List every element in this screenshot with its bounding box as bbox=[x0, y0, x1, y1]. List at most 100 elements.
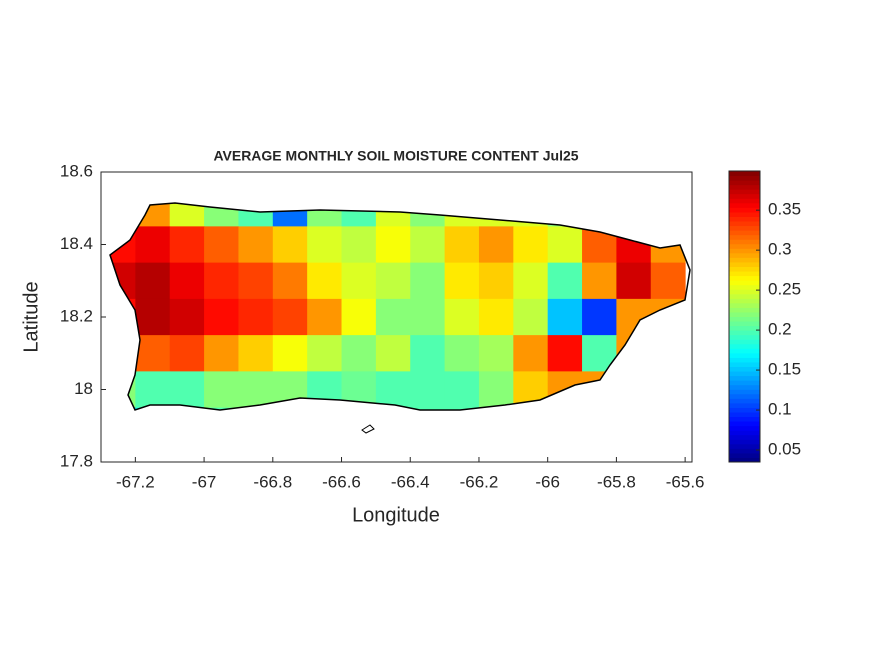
colorbar-swatch bbox=[729, 302, 760, 308]
moisture-cell bbox=[272, 226, 308, 264]
colorbar-swatch bbox=[729, 411, 760, 418]
colorbar-tick-label: 0.25 bbox=[768, 280, 801, 299]
y-tick-label: 18.2 bbox=[60, 306, 93, 325]
colorbar-swatch bbox=[729, 198, 760, 204]
moisture-cell bbox=[444, 262, 480, 300]
moisture-cell bbox=[444, 298, 480, 336]
moisture-cell bbox=[204, 262, 239, 300]
colorbar-swatch bbox=[729, 416, 760, 422]
colorbar-swatch bbox=[729, 239, 760, 245]
moisture-cell bbox=[238, 335, 274, 372]
colorbar-swatch bbox=[729, 234, 760, 240]
colorbar-swatch bbox=[729, 421, 760, 427]
moisture-cell bbox=[135, 226, 171, 264]
colorbar-swatch bbox=[729, 202, 760, 208]
colorbar-swatch bbox=[729, 366, 760, 372]
moisture-cell bbox=[375, 335, 411, 372]
moisture-cell bbox=[204, 298, 239, 336]
colorbar-swatch bbox=[729, 284, 760, 290]
colorbar-swatch bbox=[729, 380, 760, 386]
moisture-cell bbox=[135, 371, 171, 409]
colorbar-tick-label: 0.05 bbox=[768, 439, 801, 458]
colorbar-swatch bbox=[729, 193, 760, 199]
colorbar-swatch bbox=[729, 252, 760, 258]
colorbar-swatch bbox=[729, 271, 760, 277]
colorbar-swatch bbox=[729, 425, 760, 431]
colorbar-swatch bbox=[729, 298, 760, 304]
colorbar-box bbox=[728, 170, 761, 463]
colorbar-swatch bbox=[729, 230, 760, 236]
colorbar-swatch bbox=[729, 280, 760, 286]
colorbar-swatch bbox=[729, 307, 760, 313]
moisture-cell bbox=[650, 262, 686, 300]
colorbar-swatch bbox=[729, 311, 760, 317]
colorbar-swatch bbox=[729, 257, 760, 263]
moisture-cell bbox=[169, 298, 205, 336]
moisture-cell bbox=[410, 335, 446, 372]
colorbar-swatch bbox=[729, 452, 760, 458]
moisture-cell bbox=[341, 226, 377, 264]
colorbar-swatch bbox=[729, 243, 760, 249]
colorbar-swatch bbox=[729, 407, 760, 413]
moisture-cell bbox=[238, 262, 274, 300]
colorbar-swatch bbox=[729, 357, 760, 363]
y-axis-label: Latitude bbox=[20, 281, 42, 352]
moisture-cell bbox=[272, 335, 308, 372]
moisture-cell bbox=[410, 226, 446, 264]
moisture-cell bbox=[169, 335, 205, 372]
colorbar-swatch bbox=[729, 266, 760, 272]
colorbar-swatch bbox=[729, 439, 760, 445]
colorbar-swatch bbox=[729, 352, 760, 358]
moisture-cell bbox=[169, 203, 205, 227]
moisture-cell bbox=[204, 407, 239, 410]
y-tick-label: 17.8 bbox=[60, 451, 93, 470]
colorbar-swatch bbox=[729, 293, 760, 299]
colorbar-swatch bbox=[729, 389, 760, 395]
moisture-cell bbox=[204, 335, 239, 372]
colorbar-swatch bbox=[729, 375, 760, 381]
colorbar-swatch bbox=[729, 398, 760, 404]
moisture-cell bbox=[272, 262, 308, 300]
moisture-cell bbox=[547, 298, 583, 336]
moisture-cell bbox=[169, 371, 205, 409]
colorbar-swatch bbox=[729, 175, 760, 181]
colorbar-swatch bbox=[729, 221, 760, 227]
colorbar-swatch bbox=[729, 225, 760, 231]
colorbar-swatch bbox=[729, 325, 760, 331]
colorbar-swatch bbox=[729, 189, 760, 195]
colorbar-swatch bbox=[729, 171, 760, 177]
moisture-cell bbox=[410, 262, 446, 300]
moisture-cell bbox=[478, 226, 514, 264]
moisture-cell bbox=[135, 298, 171, 336]
colorbar-tick-label: 0.1 bbox=[768, 400, 792, 419]
colorbar-swatch bbox=[729, 443, 760, 449]
colorbar-swatch bbox=[729, 448, 760, 454]
moisture-cell bbox=[410, 298, 446, 336]
moisture-cell bbox=[135, 335, 171, 372]
x-axis-label: Longitude bbox=[352, 504, 440, 526]
colorbar-swatch bbox=[729, 289, 760, 295]
colorbar-swatch bbox=[729, 384, 760, 390]
colorbar-swatch bbox=[729, 361, 760, 368]
moisture-cell bbox=[547, 226, 583, 264]
moisture-cell bbox=[375, 226, 411, 264]
colorbar-swatch bbox=[729, 430, 760, 436]
moisture-cell bbox=[478, 262, 514, 300]
moisture-cell bbox=[204, 226, 239, 264]
colorbar-tick-label: 0.15 bbox=[768, 360, 801, 379]
moisture-cell bbox=[341, 262, 377, 300]
moisture-cell bbox=[513, 226, 549, 264]
moisture-cell bbox=[135, 262, 171, 300]
colorbar-tick-label: 0.2 bbox=[768, 320, 792, 339]
moisture-cell bbox=[375, 371, 411, 409]
moisture-cell bbox=[547, 335, 583, 372]
moisture-cell bbox=[444, 335, 480, 372]
colorbar-tick-label: 0.3 bbox=[768, 240, 792, 259]
moisture-cell bbox=[307, 335, 343, 372]
colorbar bbox=[729, 171, 760, 463]
colorbar-swatch bbox=[729, 248, 760, 254]
colorbar-swatch bbox=[729, 261, 760, 267]
moisture-cell bbox=[307, 226, 343, 264]
colorbar-swatch bbox=[729, 184, 760, 190]
